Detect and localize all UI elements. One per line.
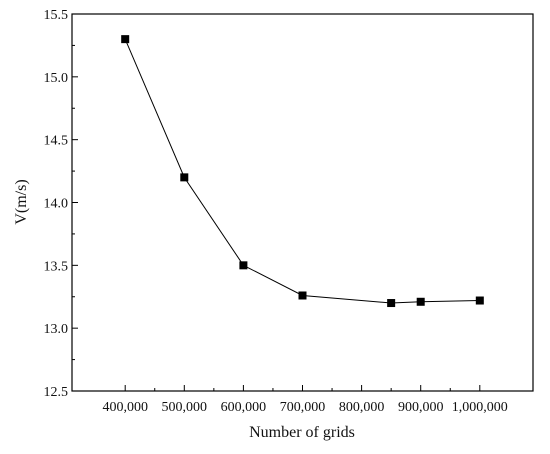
x-tick-label: 700,000 xyxy=(280,400,326,415)
x-axis-title: Number of grids xyxy=(249,424,355,441)
y-tick-label: 15.5 xyxy=(44,8,69,23)
y-tick-label: 15.0 xyxy=(44,71,69,86)
x-tick-label: 1,000,000 xyxy=(452,400,508,415)
y-axis-ticks: 12.5 13.0 13.5 14.0 14.5 15.0 15.5 xyxy=(44,8,78,400)
x-tick-label: 600,000 xyxy=(221,400,267,415)
plot-frame xyxy=(71,13,534,392)
y-axis-title: V(m/s) xyxy=(13,179,30,224)
x-tick-label: 500,000 xyxy=(162,400,208,415)
data-point xyxy=(387,299,396,308)
y-tick-label: 13.0 xyxy=(44,322,69,337)
data-point xyxy=(180,173,189,182)
series-line xyxy=(124,38,480,304)
data-point xyxy=(121,35,130,44)
y-tick-label: 14.5 xyxy=(44,134,69,149)
y-tick-label: 12.5 xyxy=(44,385,69,400)
y-tick-label: 14.0 xyxy=(44,197,69,212)
x-tick-label: 900,000 xyxy=(398,400,444,415)
y-tick-label: 13.5 xyxy=(44,259,69,274)
data-point xyxy=(416,297,425,306)
x-tick-label: 400,000 xyxy=(102,400,148,415)
x-axis-ticks: 400,000 500,000 600,000 700,000 800,000 900,0… xyxy=(102,385,508,415)
series-layer xyxy=(121,35,484,308)
data-point xyxy=(475,296,484,305)
data-point xyxy=(239,261,248,270)
data-point xyxy=(298,291,307,300)
x-tick-label: 800,000 xyxy=(339,400,385,415)
